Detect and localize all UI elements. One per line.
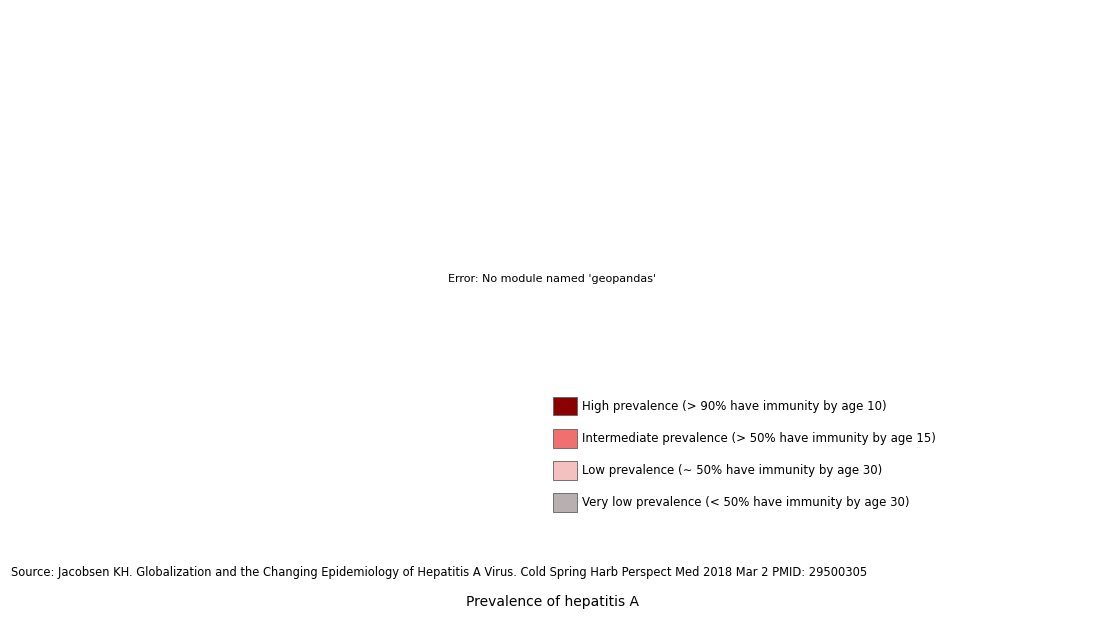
Text: Error: No module named 'geopandas': Error: No module named 'geopandas'	[449, 274, 656, 284]
Text: Prevalence of hepatitis A: Prevalence of hepatitis A	[466, 595, 639, 608]
Text: Low prevalence (∼ 50% have immunity by age 30): Low prevalence (∼ 50% have immunity by a…	[582, 464, 883, 477]
Text: Intermediate prevalence (> 50% have immunity by age 15): Intermediate prevalence (> 50% have immu…	[582, 431, 936, 445]
Text: High prevalence (> 90% have immunity by age 10): High prevalence (> 90% have immunity by …	[582, 399, 887, 413]
Text: Source: Jacobsen KH. Globalization and the Changing Epidemiology of Hepatitis A : Source: Jacobsen KH. Globalization and t…	[11, 566, 867, 579]
Text: Very low prevalence (< 50% have immunity by age 30): Very low prevalence (< 50% have immunity…	[582, 496, 909, 509]
